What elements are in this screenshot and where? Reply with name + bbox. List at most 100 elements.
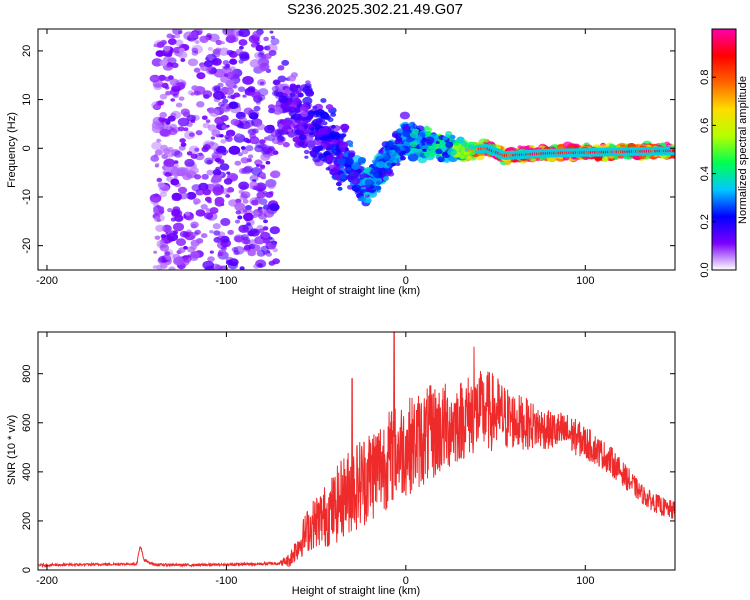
spectrogram-cell [154,149,163,156]
spectrogram-cell [257,187,264,193]
spectrogram-cell [195,130,203,136]
spectrogram-cell [375,180,381,185]
spectrogram-cell [334,152,340,156]
spectrogram-cell [190,119,196,123]
spectrogram-cell [270,170,281,179]
spectrogram-cell [409,131,419,138]
spectrogram-cell [404,125,410,130]
spectrogram-cell [171,62,179,68]
spectrogram-cell [282,141,290,148]
spectrogram-cell [253,105,261,112]
spectrogram-cell [157,206,165,212]
spectrogram-cell [243,212,254,221]
spectrogram-cell [209,250,214,254]
spectrogram-cell [218,101,225,107]
spectrogram-cell [151,58,163,67]
spectrogram-cell [463,151,468,156]
spectrogram-cell [196,238,204,244]
spectrogram-cell [166,64,171,69]
spectrogram-cell [238,59,244,64]
spectrogram-cell [435,140,440,145]
spectrogram-cell [185,214,194,221]
spectrogram-cell [199,211,205,216]
spectrogram-cell [200,233,208,239]
spectrogram-cell [225,124,230,128]
spectrogram-cell [202,260,214,270]
spectrogram-cell [242,209,248,213]
spectrogram-cell [248,243,256,250]
spectrogram-cell [188,132,195,137]
spectrogram-cell [289,92,296,97]
spectrogram-cell [468,144,476,150]
spectrogram-cell [383,176,389,181]
spectrogram-cell [453,141,460,146]
spectrogram-cell [183,127,189,132]
spectrogram-cell [177,186,188,194]
spectrogram-cell [191,50,199,56]
spectrogram-cell [255,45,264,52]
spectrogram-cell [233,250,240,256]
spectrogram-cell [272,79,280,85]
spectrogram-cell [205,196,212,202]
spectrogram-cell [441,147,447,152]
spectrogram-cell [399,111,410,120]
y-tick-label: -10 [21,189,33,205]
spectrogram-cell [260,231,271,240]
x-tick-label: 100 [576,575,594,587]
spectrogram-cell [257,79,267,86]
spectrogram-cell [346,167,352,172]
spectrogram-cell [194,147,200,152]
spectrogram-cell [272,248,278,253]
spectrogram-cell [226,49,234,56]
spectrogram-cell [149,74,160,83]
spectrogram-cell [358,195,367,202]
spectrogram-cell [252,30,261,38]
y-tick-label: 20 [21,45,33,57]
snr-ticks: -200 -100 0 100 0 200 400 600 800 [21,332,675,587]
spectrogram-cell [227,229,234,235]
spectrogram-cell [435,148,443,155]
spectrogram-cell [281,59,290,66]
spectrogram-cell [226,171,231,175]
spectrogram-cell [425,152,431,157]
spectrogram-cell [460,155,465,159]
spectrogram-cell [256,123,266,131]
spectrogram-cell [219,134,224,138]
colorbar-tick-label: 0.8 [699,70,711,85]
snr-series-line [38,332,675,569]
spectrogram-cell [159,244,170,252]
spectrogram-cell [242,199,249,204]
spectrogram-cell [364,179,374,187]
spectrogram-cell [181,255,192,263]
spectrogram-cell [314,124,320,129]
spectrogram-cell [206,212,218,221]
spectrogram-cell [190,221,199,229]
y-tick-label: 10 [21,93,33,105]
colorbar-ticks: 0.0 0.2 0.4 0.6 0.8 [699,70,716,278]
spectrogram-cell [242,168,247,172]
spectrogram-cell [190,153,198,159]
spectrogram-cell [265,191,274,198]
spectrogram-cell [364,192,369,196]
spectrogram-cell [214,116,225,125]
spectrogram-cell [158,116,166,123]
spectrogram-cell [259,81,265,85]
spectrogram-cell [159,112,167,118]
spectrogram-cell [275,101,281,106]
spectrogram-cell [305,80,311,85]
spectrogram-cell [184,158,195,167]
spectrogram-cell [388,150,396,156]
spectrogram-cell [222,98,229,104]
spectrogram-cell [151,141,162,150]
spectrogram-cell [265,161,271,165]
spectrogram-cell [264,136,270,141]
spectrogram-cell [332,150,337,154]
spectrogram-cell [270,35,276,40]
spectrogram-cell [169,88,180,96]
spectrogram-cell [160,234,167,239]
spectrogram-cell [170,178,180,186]
spectrogram-cell [259,139,266,145]
spectrogram-cell [263,219,268,224]
spectrogram-cell [264,124,275,134]
spectrogram-cell [386,162,392,167]
